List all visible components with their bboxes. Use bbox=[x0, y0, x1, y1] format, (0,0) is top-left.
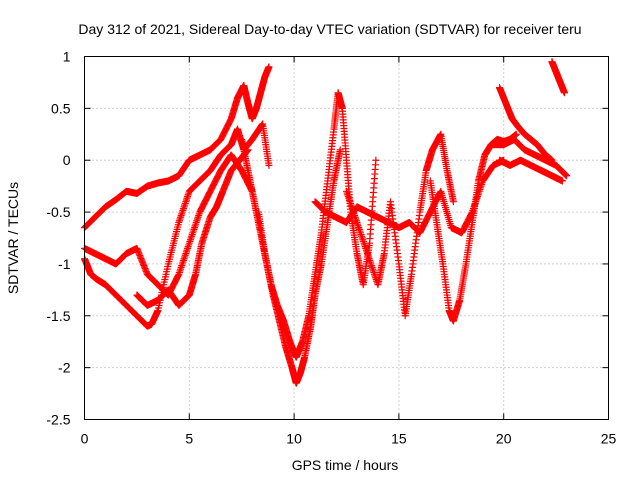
series-sat-k bbox=[496, 156, 566, 185]
x-tick-label: 15 bbox=[391, 431, 407, 447]
data-point bbox=[336, 146, 344, 154]
data-point bbox=[449, 198, 457, 206]
y-tick-label: 1 bbox=[63, 49, 71, 65]
x-tick-label: 10 bbox=[286, 431, 302, 447]
data-point bbox=[558, 177, 566, 185]
y-tick-label: -2.5 bbox=[46, 412, 70, 428]
y-tick-label: 0 bbox=[63, 152, 71, 168]
grid bbox=[84, 56, 609, 420]
data-point bbox=[560, 89, 568, 97]
y-axis-label: SDTVAR / TECUs bbox=[5, 182, 21, 294]
series-sat-f bbox=[254, 89, 380, 361]
series-sat-j bbox=[489, 135, 571, 180]
data-point bbox=[563, 172, 571, 180]
series-sat-b bbox=[81, 120, 273, 330]
data-point bbox=[265, 161, 273, 169]
chart-title: Day 312 of 2021, Sidereal Day-to-day VTE… bbox=[78, 21, 581, 37]
data-point bbox=[512, 130, 520, 138]
y-tick-label: 0.5 bbox=[51, 100, 71, 116]
data-point bbox=[265, 63, 273, 71]
data-point bbox=[372, 156, 380, 164]
x-tick-label: 25 bbox=[601, 431, 617, 447]
x-axis-label: GPS time / hours bbox=[292, 457, 399, 473]
axis-ticks bbox=[84, 56, 609, 420]
y-tick-label: -1 bbox=[58, 256, 71, 272]
series-sat-l bbox=[496, 84, 556, 164]
y-tick-label: -0.5 bbox=[46, 204, 70, 220]
plot-frame bbox=[84, 56, 609, 420]
series-sat-c bbox=[81, 151, 256, 299]
series-sat-m bbox=[548, 58, 568, 97]
x-tick-label: 0 bbox=[81, 431, 89, 447]
x-tick-label: 5 bbox=[185, 431, 193, 447]
x-tick-label: 20 bbox=[496, 431, 512, 447]
series-sat-a bbox=[81, 63, 273, 232]
data-points bbox=[81, 58, 571, 387]
data-point bbox=[548, 156, 556, 164]
series-sat-d bbox=[133, 146, 252, 309]
series-sat-h bbox=[343, 130, 457, 320]
y-tick-label: -1.5 bbox=[46, 308, 70, 324]
y-tick-label: -2 bbox=[58, 360, 71, 376]
